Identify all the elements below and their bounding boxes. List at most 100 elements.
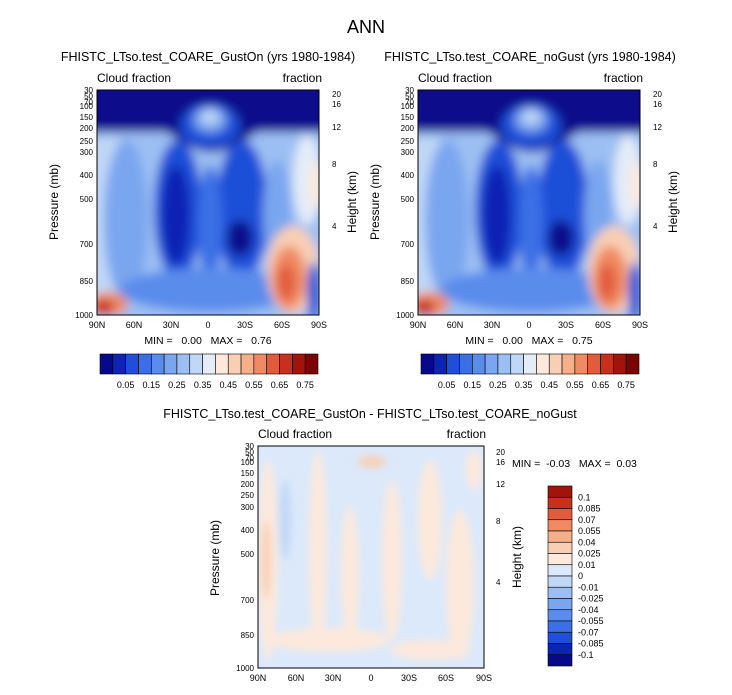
heatmap-field [258, 446, 484, 668]
colorbar-box [548, 353, 563, 375]
min-max-stats: MIN = 0.00 MAX = 0.76 [144, 335, 271, 347]
height-tick-label: 12 [496, 480, 505, 489]
left-string: Cloud fraction [97, 71, 171, 85]
y-tick-label: 200 [80, 124, 94, 133]
height-ticks: 20 16 12 8 4 [653, 90, 662, 231]
colorbar-box [547, 598, 573, 611]
y-ticks: 30 50 70 100 150 200 250 300 400 500 700… [75, 86, 93, 320]
colorbar-box [189, 353, 203, 375]
colorbar-label: 0.25 [168, 380, 186, 390]
colorbar-box [547, 541, 573, 554]
colorbar-box [420, 353, 435, 375]
x-tick-label: 30N [484, 320, 501, 330]
x-tick-label: 90N [89, 320, 106, 330]
right-string: fraction [447, 427, 486, 441]
height-tick-label: 4 [496, 578, 501, 587]
right-string: fraction [604, 71, 643, 85]
colorbar: 0.05 0.15 0.25 0.35 0.45 0.55 0.65 0.75 [99, 353, 319, 390]
colorbar-box [547, 575, 573, 588]
colorbar-box [547, 643, 573, 656]
y-tick-label: 700 [241, 596, 255, 605]
x-ticks: 90N 60N 30N 0 30S 60S 90S [250, 673, 492, 683]
colorbar-box [279, 353, 293, 375]
y-tick-label: 70 [405, 98, 414, 107]
colorbar-box [547, 496, 573, 509]
y-tick-label: 850 [401, 277, 415, 286]
y-tick-label: 700 [80, 240, 94, 249]
y-tick-label: 50 [245, 448, 254, 457]
colorbar-label: 0.25 [489, 380, 507, 390]
plot-frame [96, 89, 320, 316]
min-max-stats: MIN = 0.00 MAX = 0.75 [465, 335, 592, 347]
colorbar-box [484, 353, 499, 375]
heatmap-field [418, 90, 640, 315]
colorbar-box [625, 353, 640, 375]
y-tick-label: 500 [241, 550, 255, 559]
colorbar-box [536, 353, 550, 375]
colorbar-label: 0.04 [578, 537, 596, 547]
colorbar-box [459, 353, 473, 375]
colorbar-box [547, 530, 573, 543]
panel-title: FHISTC_LTso.test_COARE_noGust (yrs 1980-… [384, 50, 676, 64]
colorbar-box [471, 353, 486, 375]
colorbar-label: 0.025 [578, 549, 601, 559]
y-ticks: 30 50 70 100 150 200 250 300 400 500 700… [236, 442, 254, 673]
panel-gust-on: FHISTC_LTso.test_COARE_GustOn (yrs 1980-… [47, 50, 359, 390]
colorbar: 0.05 0.15 0.25 0.35 0.45 0.55 0.65 0.75 [420, 353, 640, 390]
colorbar-box [547, 519, 573, 532]
height-ticks: 20 16 12 8 4 [332, 90, 341, 231]
x-tick-label: 90S [311, 320, 327, 330]
x-tick-label: 30S [558, 320, 574, 330]
y-tick-label: 50 [84, 92, 93, 101]
x-tick-label: 60N [126, 320, 143, 330]
colorbar-box [292, 353, 306, 375]
height-ticks: 20 16 12 8 4 [496, 448, 505, 587]
height-tick-label: 12 [332, 123, 341, 132]
colorbar-box [547, 654, 573, 667]
height-tick-label: 8 [496, 517, 501, 526]
y-axis-label-right: Height (km) [345, 171, 359, 233]
colorbar-box [613, 353, 627, 375]
colorbar-box [523, 353, 537, 375]
colorbar-box [163, 353, 178, 375]
colorbar-box [240, 353, 255, 375]
x-tick-label: 60N [288, 673, 305, 683]
min-max-stats: MIN = -0.03 MAX = 0.03 [512, 458, 637, 470]
y-tick-label: 200 [401, 124, 415, 133]
colorbar-label: 0.085 [578, 504, 601, 514]
y-tick-label: 700 [401, 240, 415, 249]
x-tick-label: 90S [476, 673, 492, 683]
colorbar-label: 0.055 [578, 526, 601, 536]
y-tick-label: 100 [401, 102, 415, 111]
x-tick-label: 0 [526, 320, 531, 330]
colorbar-label: 0.05 [438, 380, 456, 390]
height-tick-label: 12 [653, 123, 662, 132]
y-axis-label-right: Height (km) [666, 171, 680, 233]
colorbar-box [227, 353, 242, 375]
height-tick-label: 4 [332, 222, 337, 231]
colorbar-box [587, 353, 601, 375]
right-string: fraction [283, 71, 322, 85]
panel-title: FHISTC_LTso.test_COARE_GustOn (yrs 1980-… [61, 50, 355, 64]
colorbar-label: 0.45 [219, 380, 237, 390]
colorbar-box [138, 353, 152, 375]
colorbar-label: 0.35 [515, 380, 533, 390]
y-axis-label: Pressure (mb) [47, 164, 61, 240]
colorbar-label: 0.65 [592, 380, 610, 390]
colorbar-label: -0.04 [578, 605, 599, 615]
y-tick-label: 1000 [75, 311, 93, 320]
x-tick-label: 0 [368, 673, 373, 683]
colorbar-box [547, 508, 573, 521]
y-tick-label: 200 [241, 480, 255, 489]
colorbar-box [561, 353, 576, 375]
colorbar-box [150, 353, 165, 375]
y-tick-label: 250 [241, 491, 255, 500]
y-tick-label: 400 [241, 526, 255, 535]
colorbar-label: 0.07 [578, 515, 596, 525]
panel-title: FHISTC_LTso.test_COARE_GustOn - FHISTC_L… [163, 407, 577, 421]
colorbar-label: -0.055 [578, 616, 604, 626]
y-ticks: 30 50 70 100 150 200 250 300 400 500 700… [396, 86, 414, 320]
colorbar-box [510, 353, 524, 375]
